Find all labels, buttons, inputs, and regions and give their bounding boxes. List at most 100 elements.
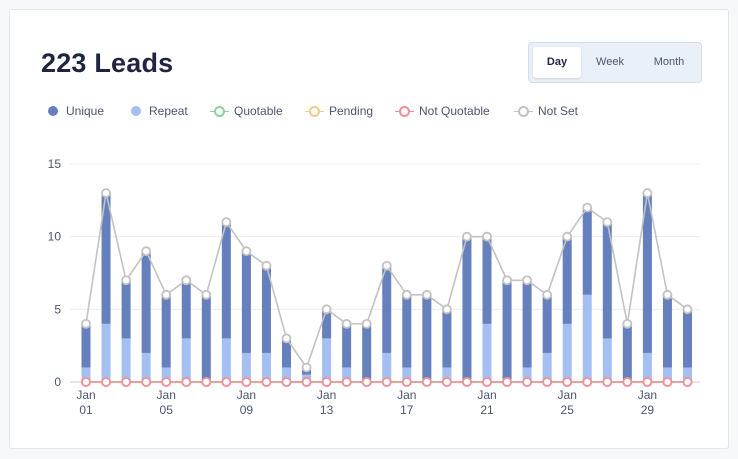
point-not-quotable[interactable] [181,377,192,387]
point-not-quotable[interactable] [662,377,673,387]
point-not-quotable[interactable] [361,377,372,387]
point-not-set[interactable] [582,202,593,213]
point-not-set[interactable] [141,246,152,257]
point-not-quotable[interactable] [542,377,553,387]
bar-repeat[interactable] [662,367,672,382]
point-not-set[interactable] [101,188,111,198]
point-not-set[interactable] [81,318,91,329]
point-not-quotable[interactable] [201,377,212,387]
bar-unique[interactable] [462,236,472,382]
bar-unique[interactable] [322,309,332,339]
point-not-quotable[interactable] [562,377,573,387]
point-not-quotable[interactable] [381,377,392,387]
point-not-quotable[interactable] [341,377,352,387]
point-not-quotable[interactable] [682,377,693,387]
bar-repeat[interactable] [542,352,552,382]
point-not-set[interactable] [421,289,432,300]
bar-unique[interactable] [502,280,512,382]
bar-repeat[interactable] [161,367,171,382]
bar-unique[interactable] [642,193,652,353]
point-not-set[interactable] [441,304,452,315]
point-not-set[interactable] [361,318,372,329]
bar-unique[interactable] [342,323,352,368]
bar-unique[interactable] [442,309,452,368]
range-day-button[interactable]: Day [533,47,581,78]
bar-unique[interactable] [622,323,632,382]
bar-unique[interactable] [121,280,131,339]
point-not-set[interactable] [261,260,272,271]
bar-unique[interactable] [221,222,231,339]
legend-item-quotable[interactable]: Quotable [210,102,283,120]
bar-unique[interactable] [81,323,91,368]
bar-repeat[interactable] [342,367,352,382]
point-not-set[interactable] [602,217,613,228]
range-month-button[interactable]: Month [653,56,685,68]
bar-unique[interactable] [362,323,372,382]
bar-repeat[interactable] [181,338,191,382]
point-not-set[interactable] [462,231,472,242]
legend-item-not-quotable[interactable]: Not Quotable [395,102,490,120]
point-not-set[interactable] [401,289,412,300]
point-not-set[interactable] [542,289,553,300]
legend-item-unique[interactable]: Unique [48,102,104,120]
bar-unique[interactable] [422,294,432,382]
bar-repeat[interactable] [582,294,592,382]
point-not-quotable[interactable] [161,377,172,387]
bar-unique[interactable] [662,294,672,368]
bar-repeat[interactable] [81,367,91,382]
point-not-quotable[interactable] [421,377,432,387]
point-not-quotable[interactable] [121,377,131,387]
bar-repeat[interactable] [261,352,271,382]
point-not-quotable[interactable] [642,377,653,387]
point-not-set[interactable] [201,289,212,300]
point-not-quotable[interactable] [321,377,332,387]
bar-unique[interactable] [522,280,532,368]
bar-repeat[interactable] [642,352,652,382]
bar-unique[interactable] [683,309,692,368]
bar-repeat[interactable] [482,323,492,382]
point-not-set[interactable] [662,289,673,300]
point-not-set[interactable] [161,289,172,300]
bar-unique[interactable] [181,280,191,339]
point-not-quotable[interactable] [462,377,472,387]
range-week-button[interactable]: Week [596,56,624,68]
legend-item-not-set[interactable]: Not Set [514,102,578,120]
bar-unique[interactable] [562,236,572,324]
bar-repeat[interactable] [322,338,332,382]
point-not-quotable[interactable] [482,377,492,387]
point-not-set[interactable] [221,217,232,228]
point-not-set[interactable] [241,246,252,257]
point-not-quotable[interactable] [301,377,312,387]
bar-repeat[interactable] [221,338,231,382]
bar-unique[interactable] [482,236,492,324]
bar-unique[interactable] [382,265,392,353]
bar-repeat[interactable] [562,323,572,382]
point-not-quotable[interactable] [261,377,272,387]
bar-repeat[interactable] [442,367,452,382]
point-not-set[interactable] [181,275,192,286]
point-not-set[interactable] [301,362,312,373]
bar-repeat[interactable] [141,352,151,382]
point-not-quotable[interactable] [582,377,593,387]
bar-unique[interactable] [582,207,592,295]
bar-repeat[interactable] [402,367,412,382]
bar-repeat[interactable] [101,323,111,382]
bar-unique[interactable] [141,251,151,353]
point-not-set[interactable] [381,260,392,271]
point-not-quotable[interactable] [401,377,412,387]
bar-unique[interactable] [602,222,612,339]
point-not-set[interactable] [682,304,693,315]
bar-unique[interactable] [402,294,412,368]
point-not-quotable[interactable] [502,377,512,387]
bar-unique[interactable] [201,294,211,382]
point-not-quotable[interactable] [441,377,452,387]
point-not-set[interactable] [121,275,131,286]
point-not-quotable[interactable] [281,377,292,387]
point-not-set[interactable] [562,231,573,242]
point-not-set[interactable] [281,333,292,344]
point-not-set[interactable] [522,275,532,286]
point-not-quotable[interactable] [141,377,152,387]
bar-unique[interactable] [282,338,291,368]
bar-repeat[interactable] [683,367,692,382]
point-not-quotable[interactable] [522,377,532,387]
